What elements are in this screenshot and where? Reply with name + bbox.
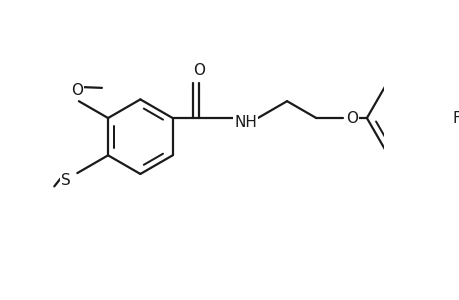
Text: O: O [71, 83, 83, 98]
Text: S: S [61, 173, 71, 188]
Text: O: O [345, 110, 357, 125]
Text: F: F [452, 110, 459, 125]
Text: NH: NH [234, 115, 256, 130]
Text: O: O [193, 64, 205, 79]
